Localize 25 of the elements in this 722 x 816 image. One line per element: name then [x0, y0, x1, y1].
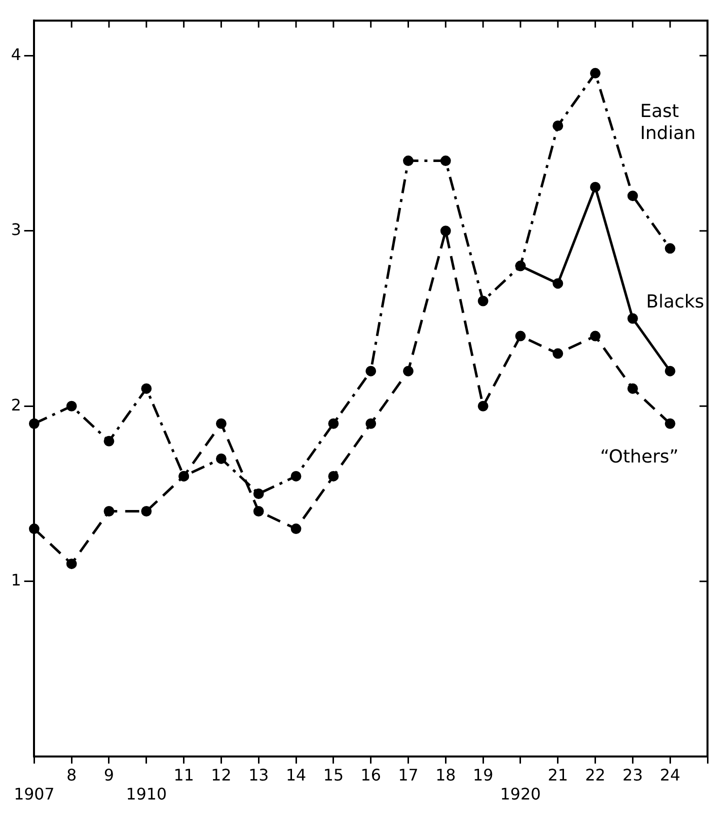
x-tick-label: 18 [435, 765, 456, 784]
x-tick-label: 24 [660, 765, 680, 784]
x-tick-label: 14 [286, 765, 306, 784]
x-tick-label: 1907 [14, 784, 55, 804]
x-tick-label: 21 [548, 765, 568, 784]
x-tick-label: 15 [323, 765, 344, 784]
x-tick-label: 1920 [500, 784, 541, 804]
x-tick-label: 17 [398, 765, 418, 784]
x-tick-label: 9 [104, 765, 114, 784]
y-tick-label: 1 [10, 570, 22, 590]
y-tick-label: 4 [10, 44, 22, 64]
x-tick-label: 1910 [126, 784, 167, 804]
x-tick-label: 12 [211, 765, 232, 784]
series-label: Blacks [646, 292, 704, 313]
y-tick-label: 2 [10, 395, 22, 414]
x-tick-label: 13 [248, 765, 269, 784]
x-tick-label: 19 [472, 765, 494, 784]
x-tick-label: 11 [174, 765, 194, 784]
series-label: East Indian [640, 101, 696, 144]
x-tick-label: 23 [622, 765, 643, 784]
x-tick-label: 22 [585, 765, 606, 784]
series-label: “Others” [600, 446, 679, 468]
x-tick-label: 8 [66, 765, 77, 784]
x-tick-label: 16 [360, 765, 382, 784]
y-tick-label: 3 [10, 220, 22, 240]
